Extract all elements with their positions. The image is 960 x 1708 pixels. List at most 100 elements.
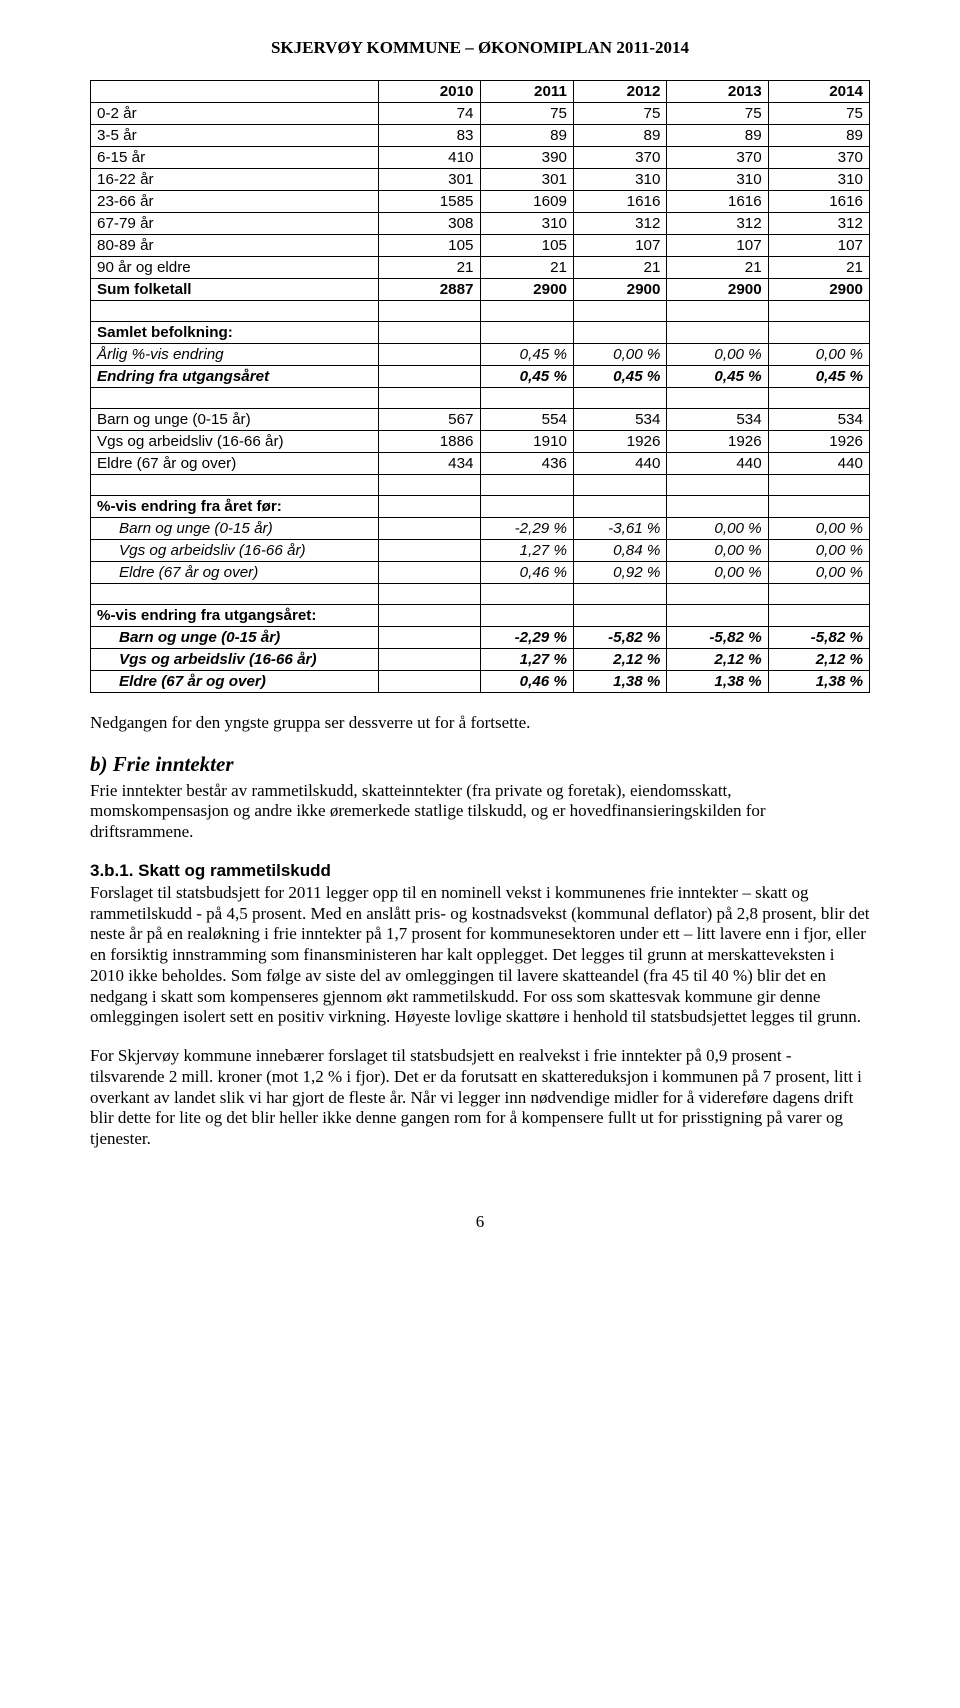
row-value: 1926 <box>667 431 768 453</box>
row-value: -5,82 % <box>667 627 768 649</box>
row-value: 2900 <box>667 279 768 301</box>
paragraph-skatt-2: For Skjervøy kommune innebærer forslaget… <box>90 1046 870 1150</box>
row-label: Vgs og arbeidsliv (16-66 år) <box>91 540 379 562</box>
row-value: 534 <box>573 409 666 431</box>
row-value: 2,12 % <box>573 649 666 671</box>
row-value: 1616 <box>573 191 666 213</box>
table-row: Eldre (67 år og over)0,46 %0,92 %0,00 %0… <box>91 562 870 584</box>
row-value: 21 <box>480 257 573 279</box>
row-value: 1926 <box>768 431 869 453</box>
row-value <box>573 322 666 344</box>
row-value <box>379 671 480 693</box>
table-row: %-vis endring fra året før: <box>91 496 870 518</box>
row-value: 0,00 % <box>667 540 768 562</box>
row-value: 75 <box>480 103 573 125</box>
row-value: 436 <box>480 453 573 475</box>
row-value <box>379 322 480 344</box>
row-value <box>379 344 480 366</box>
doc-title: SKJERVØY KOMMUNE – ØKONOMIPLAN 2011-2014 <box>90 38 870 58</box>
paragraph-skatt-1: Forslaget til statsbudsjett for 2011 leg… <box>90 883 870 1028</box>
row-value: 89 <box>480 125 573 147</box>
table-row: Endring fra utgangsåret0,45 %0,45 %0,45 … <box>91 366 870 388</box>
row-value: 105 <box>480 235 573 257</box>
row-label: 23-66 år <box>91 191 379 213</box>
row-value: 0,92 % <box>573 562 666 584</box>
row-value <box>379 562 480 584</box>
row-value: 370 <box>667 147 768 169</box>
table-row: 90 år og eldre2121212121 <box>91 257 870 279</box>
table-row: Vgs og arbeidsliv (16-66 år)188619101926… <box>91 431 870 453</box>
row-label: 0-2 år <box>91 103 379 125</box>
row-value: 534 <box>768 409 869 431</box>
row-value: 1,27 % <box>480 540 573 562</box>
row-value: 0,00 % <box>768 540 869 562</box>
row-label: 80-89 år <box>91 235 379 257</box>
row-value: 554 <box>480 409 573 431</box>
row-value: 410 <box>379 147 480 169</box>
table-row: 6-15 år410390370370370 <box>91 147 870 169</box>
spacer-row <box>91 584 870 605</box>
table-row: Barn og unge (0-15 år)-2,29 %-3,61 %0,00… <box>91 518 870 540</box>
row-value: 2,12 % <box>667 649 768 671</box>
row-value <box>667 322 768 344</box>
row-value <box>768 496 869 518</box>
row-value: 105 <box>379 235 480 257</box>
row-value <box>379 496 480 518</box>
row-value: -5,82 % <box>573 627 666 649</box>
row-label: 90 år og eldre <box>91 257 379 279</box>
row-value <box>379 518 480 540</box>
spacer-row <box>91 475 870 496</box>
table-row: 0-2 år7475757575 <box>91 103 870 125</box>
row-value: 21 <box>379 257 480 279</box>
row-value: 89 <box>573 125 666 147</box>
row-value: 0,00 % <box>667 344 768 366</box>
row-label: Eldre (67 år og over) <box>91 453 379 475</box>
row-value: 74 <box>379 103 480 125</box>
row-value <box>480 496 573 518</box>
row-value <box>379 605 480 627</box>
row-value <box>379 627 480 649</box>
row-label: Årlig %-vis endring <box>91 344 379 366</box>
row-label: Sum folketall <box>91 279 379 301</box>
row-value: 2,12 % <box>768 649 869 671</box>
row-value: 1886 <box>379 431 480 453</box>
row-value: 1926 <box>573 431 666 453</box>
row-value: 1,38 % <box>573 671 666 693</box>
row-label: 3-5 år <box>91 125 379 147</box>
row-value: 0,45 % <box>573 366 666 388</box>
row-value <box>379 366 480 388</box>
row-label: Eldre (67 år og over) <box>91 671 379 693</box>
row-value: 312 <box>667 213 768 235</box>
row-value <box>667 605 768 627</box>
row-value: 0,00 % <box>768 518 869 540</box>
row-value: 0,00 % <box>768 562 869 584</box>
row-value: 440 <box>667 453 768 475</box>
row-value: 2900 <box>768 279 869 301</box>
row-value: 370 <box>768 147 869 169</box>
row-value: 0,00 % <box>768 344 869 366</box>
row-value: 0,00 % <box>667 562 768 584</box>
table-header-year: 2012 <box>573 81 666 103</box>
row-value: 1609 <box>480 191 573 213</box>
row-label: 67-79 år <box>91 213 379 235</box>
row-value: 0,00 % <box>667 518 768 540</box>
row-value <box>379 540 480 562</box>
row-value: 21 <box>768 257 869 279</box>
row-value: 301 <box>480 169 573 191</box>
table-header-year: 2013 <box>667 81 768 103</box>
row-label: Barn og unge (0-15 år) <box>91 518 379 540</box>
row-value: 89 <box>667 125 768 147</box>
table-row: Barn og unge (0-15 år)-2,29 %-5,82 %-5,8… <box>91 627 870 649</box>
population-table: 20102011201220132014 0-2 år74757575753-5… <box>90 80 870 693</box>
table-row: Barn og unge (0-15 år)567554534534534 <box>91 409 870 431</box>
row-label: %-vis endring fra utgangsåret: <box>91 605 379 627</box>
row-label: Endring fra utgangsåret <box>91 366 379 388</box>
table-row: Vgs og arbeidsliv (16-66 år)1,27 %0,84 %… <box>91 540 870 562</box>
row-value: 21 <box>667 257 768 279</box>
row-value: 390 <box>480 147 573 169</box>
row-value: 2900 <box>480 279 573 301</box>
row-value <box>768 605 869 627</box>
table-row: %-vis endring fra utgangsåret: <box>91 605 870 627</box>
row-value: 310 <box>573 169 666 191</box>
row-value <box>480 322 573 344</box>
